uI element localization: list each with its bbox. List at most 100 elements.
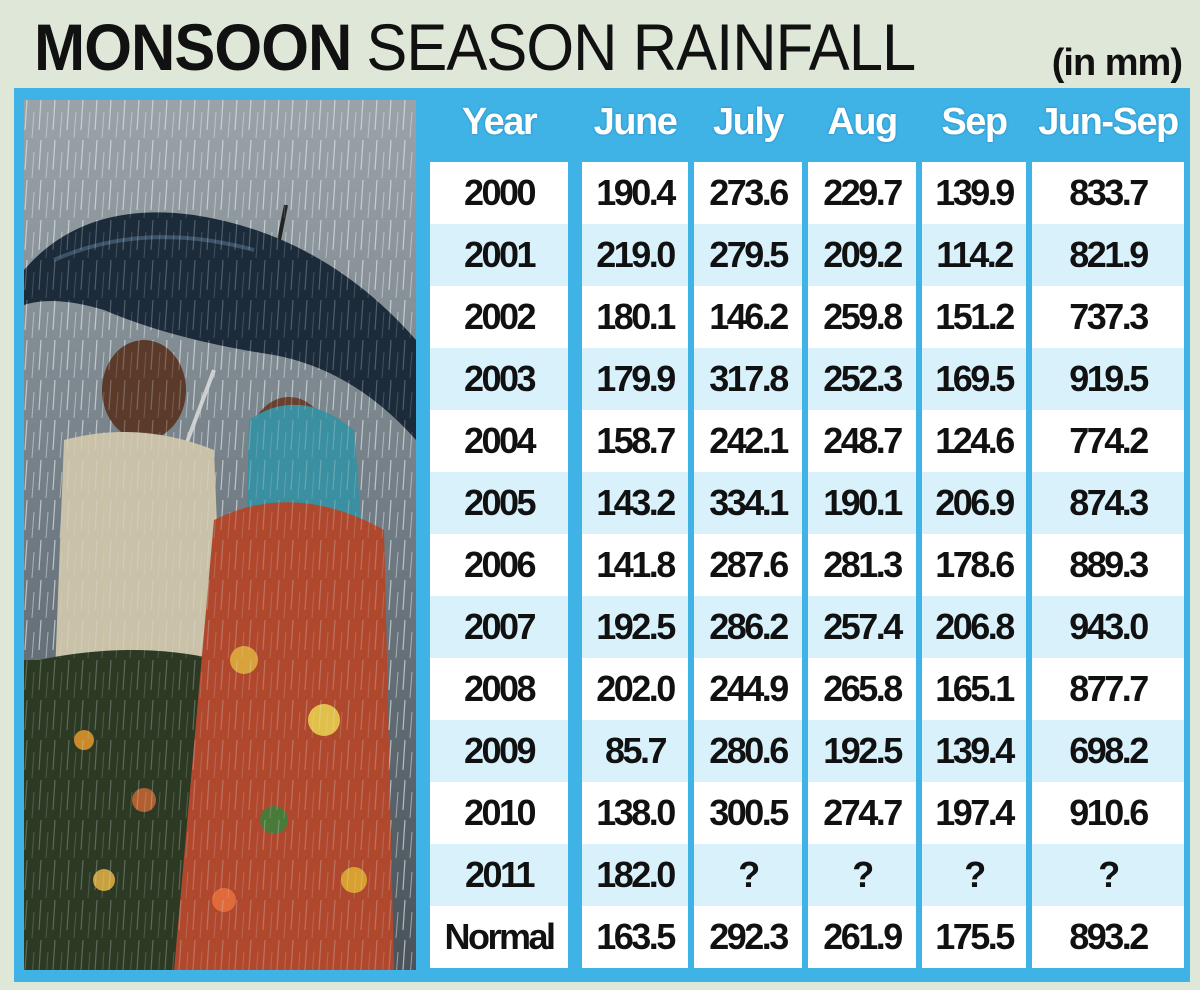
table-cell: 179.9 <box>596 358 676 399</box>
cell-background <box>430 596 568 658</box>
cell-background <box>1032 534 1184 596</box>
table-cell: 206.9 <box>935 482 1015 523</box>
cell-background <box>1032 596 1184 658</box>
cell-background <box>582 286 688 348</box>
table-cell: ? <box>964 854 986 895</box>
cell-background <box>582 224 688 286</box>
rain-photo <box>24 100 416 970</box>
cell-background <box>582 844 688 906</box>
cell-background <box>808 224 916 286</box>
cell-background <box>694 410 802 472</box>
cell-background <box>694 596 802 658</box>
table-cell: 209.2 <box>823 234 903 275</box>
cell-background <box>808 410 916 472</box>
table-cell: 143.2 <box>596 482 676 523</box>
table-cell: 292.3 <box>709 916 789 957</box>
row-label: 2004 <box>463 420 537 461</box>
col-header-jun-sep: Jun-Sep <box>1038 100 1179 143</box>
table-cell: 265.8 <box>823 668 903 709</box>
cell-background <box>808 348 916 410</box>
header: MONSOON SEASON RAINFALL (in mm) <box>0 0 1200 90</box>
chart-title: MONSOON SEASON RAINFALL <box>34 10 916 84</box>
cell-background <box>1032 286 1184 348</box>
cell-background <box>582 596 688 658</box>
cell-background <box>922 224 1026 286</box>
cell-background <box>808 720 916 782</box>
cell-background <box>582 720 688 782</box>
cell-background <box>694 720 802 782</box>
col-header-june: June <box>593 100 678 143</box>
cell-background <box>430 348 568 410</box>
title-regular: SEASON RAINFALL <box>366 10 916 84</box>
cell-background <box>430 906 568 968</box>
table-cell: 334.1 <box>709 482 789 523</box>
table-cell: 281.3 <box>823 544 903 585</box>
table-cell: 151.2 <box>935 296 1015 337</box>
table-cell: 180.1 <box>596 296 676 337</box>
table-cell: 182.0 <box>596 854 676 895</box>
cell-background <box>922 782 1026 844</box>
table-cell: 141.8 <box>596 544 676 585</box>
cell-background <box>694 534 802 596</box>
cell-background <box>1032 348 1184 410</box>
cell-background <box>1032 720 1184 782</box>
table-cell: 242.1 <box>709 420 789 461</box>
cell-background <box>922 286 1026 348</box>
row-label: 2008 <box>463 668 537 709</box>
cell-background <box>808 658 916 720</box>
rainfall-table: Year June July Aug Sep Jun-Sep 2000 190.4 273.6 2… <box>426 88 1190 982</box>
cell-background <box>808 906 916 968</box>
table-cell: 138.0 <box>596 792 676 833</box>
table-cell: 257.4 <box>823 606 903 647</box>
cell-background <box>922 720 1026 782</box>
table-cell: 943.0 <box>1069 606 1149 647</box>
cell-background <box>582 534 688 596</box>
col-header-aug: Aug <box>827 100 898 143</box>
table-cell: 190.4 <box>596 172 676 213</box>
table-cell: 219.0 <box>596 234 676 275</box>
table-cell: ? <box>1098 854 1120 895</box>
cell-background <box>922 844 1026 906</box>
cell-background <box>694 844 802 906</box>
table-cell: 919.5 <box>1069 358 1149 399</box>
unit-label: (in mm) <box>1051 42 1183 84</box>
table-cell: 821.9 <box>1069 234 1149 275</box>
col-header-year: Year <box>461 100 538 143</box>
cell-background <box>694 782 802 844</box>
table-cell: 317.8 <box>709 358 789 399</box>
cell-background <box>430 720 568 782</box>
table-cell: 178.6 <box>935 544 1015 585</box>
cell-background <box>430 286 568 348</box>
photo-illustration <box>24 100 416 970</box>
cell-background <box>922 596 1026 658</box>
cell-background <box>1032 844 1184 906</box>
cell-background <box>582 782 688 844</box>
table-cell: 279.5 <box>709 234 789 275</box>
table-cell: 273.6 <box>709 172 789 213</box>
table-cell: 889.3 <box>1069 544 1149 585</box>
row-label: 2007 <box>463 606 537 647</box>
cell-background <box>808 596 916 658</box>
cell-background <box>1032 224 1184 286</box>
row-label: 2009 <box>463 730 537 771</box>
table-cell: 190.1 <box>823 482 903 523</box>
cell-background <box>694 162 802 224</box>
cell-background <box>582 410 688 472</box>
table-cell: 139.4 <box>935 730 1015 771</box>
cell-background <box>582 162 688 224</box>
table-cell: 197.4 <box>935 792 1015 833</box>
cell-background <box>430 534 568 596</box>
cell-background <box>808 782 916 844</box>
cell-background <box>1032 472 1184 534</box>
cell-background <box>922 534 1026 596</box>
cell-background <box>430 658 568 720</box>
table-cell: ? <box>852 854 874 895</box>
table-cell: 206.8 <box>935 606 1015 647</box>
table-cell: 287.6 <box>709 544 789 585</box>
cell-background <box>922 472 1026 534</box>
row-label: Normal <box>444 916 556 957</box>
title-bold: MONSOON <box>34 10 352 84</box>
cell-background <box>808 844 916 906</box>
row-label: 2002 <box>463 296 537 337</box>
table-cell: 893.2 <box>1069 916 1149 957</box>
